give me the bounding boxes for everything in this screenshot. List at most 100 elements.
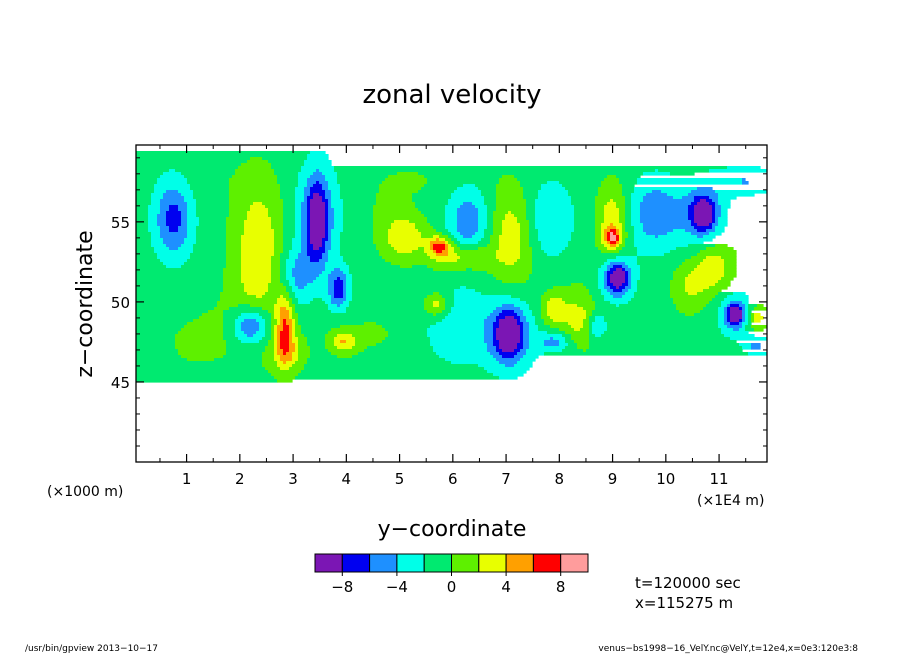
contour-cell <box>535 205 575 209</box>
contour-cell <box>595 223 602 227</box>
contour-cell <box>643 226 695 230</box>
contour-cell <box>274 232 284 236</box>
contour-cell <box>433 235 440 239</box>
contour-cell <box>631 217 641 221</box>
contour-cell <box>304 334 326 338</box>
contour-cell <box>412 265 428 269</box>
contour-cell <box>571 238 596 242</box>
contour-cell <box>262 361 278 365</box>
contour-cell <box>481 190 497 194</box>
contour-cell <box>631 196 644 200</box>
contour-cell <box>601 226 608 230</box>
contour-cell <box>283 352 287 356</box>
contour-cell <box>160 199 185 203</box>
contour-cell <box>640 214 689 218</box>
contour-cell <box>163 196 185 200</box>
contour-cell <box>379 184 425 188</box>
contour-cell <box>496 337 521 341</box>
contour-cell <box>241 238 275 242</box>
contour-cell <box>565 340 575 344</box>
contour-cell <box>529 322 536 326</box>
contour-cell <box>640 268 677 272</box>
contour-cell <box>244 331 257 335</box>
contour-cell <box>157 220 167 224</box>
contour-cell <box>499 346 518 350</box>
contour-cell <box>418 190 455 194</box>
contour-cell <box>493 343 500 347</box>
contour-cell <box>574 226 596 230</box>
contour-cell <box>307 232 311 236</box>
contour-cell <box>520 241 530 245</box>
contour-cell <box>388 241 431 245</box>
contour-cell <box>430 337 485 341</box>
contour-cell <box>322 271 332 275</box>
colorbar-label: 4 <box>501 578 511 596</box>
contour-cell <box>325 217 329 221</box>
contour-cell <box>688 292 698 296</box>
contour-cell <box>376 247 395 251</box>
contour-cell <box>328 226 335 230</box>
contour-cell <box>718 202 731 206</box>
contour-cell <box>457 223 479 227</box>
contour-cell <box>136 244 152 248</box>
contour-cell <box>496 328 521 332</box>
contour-cell <box>289 325 293 329</box>
contour-cell <box>274 241 284 245</box>
contour-cell <box>235 325 242 329</box>
contour-cell <box>193 250 227 254</box>
contour-cell <box>574 217 596 221</box>
contour-cell <box>442 250 449 254</box>
contour-cell <box>136 181 158 185</box>
contour-cell <box>241 265 272 269</box>
contour-cell <box>430 256 461 260</box>
contour-cell <box>289 328 293 332</box>
contour-cell <box>547 331 566 335</box>
contour-cell <box>280 190 296 194</box>
contour-cell <box>292 352 299 356</box>
contour-cell <box>160 229 170 233</box>
contour-cell <box>376 322 437 326</box>
contour-cell <box>298 298 314 302</box>
contour-cell <box>328 199 332 203</box>
contour-cell <box>340 235 374 239</box>
contour-cell <box>169 208 179 212</box>
contour-cell <box>175 340 227 344</box>
contour-cell <box>352 355 440 359</box>
contour-cell <box>409 220 428 224</box>
contour-cell <box>157 181 188 185</box>
contour-cell <box>376 244 392 248</box>
contour-cell <box>352 283 572 287</box>
contour-cell <box>376 202 416 206</box>
contour-cell <box>541 316 551 320</box>
contour-cell <box>607 289 614 293</box>
contour-cell <box>526 319 536 323</box>
contour-cell <box>256 295 263 299</box>
contour-cell <box>163 238 185 242</box>
contour-cell <box>745 307 749 311</box>
contour-cell <box>715 205 722 209</box>
contour-cell <box>625 268 632 272</box>
contour-cell <box>451 307 497 311</box>
contour-cell <box>451 193 482 197</box>
contour-cell <box>724 265 737 269</box>
contour-cell <box>280 295 284 299</box>
contour-cell <box>274 307 281 311</box>
contour-cell <box>463 184 476 188</box>
contour-cell <box>448 253 458 257</box>
x-tick-label: 5 <box>395 470 405 488</box>
contour-cell <box>709 169 767 173</box>
contour-cell <box>436 229 449 233</box>
contour-cell <box>391 244 431 248</box>
contour-cell <box>229 214 248 218</box>
contour-cell <box>604 262 611 266</box>
contour-cell <box>607 238 611 242</box>
contour-cell <box>718 313 725 317</box>
contour-cell <box>436 322 485 326</box>
contour-cell <box>625 208 632 212</box>
contour-cell <box>727 166 761 170</box>
contour-cell <box>136 298 221 302</box>
contour-cell <box>742 178 746 182</box>
contour-cell <box>322 253 329 257</box>
contour-cell <box>304 196 308 200</box>
contour-cell <box>325 235 329 239</box>
